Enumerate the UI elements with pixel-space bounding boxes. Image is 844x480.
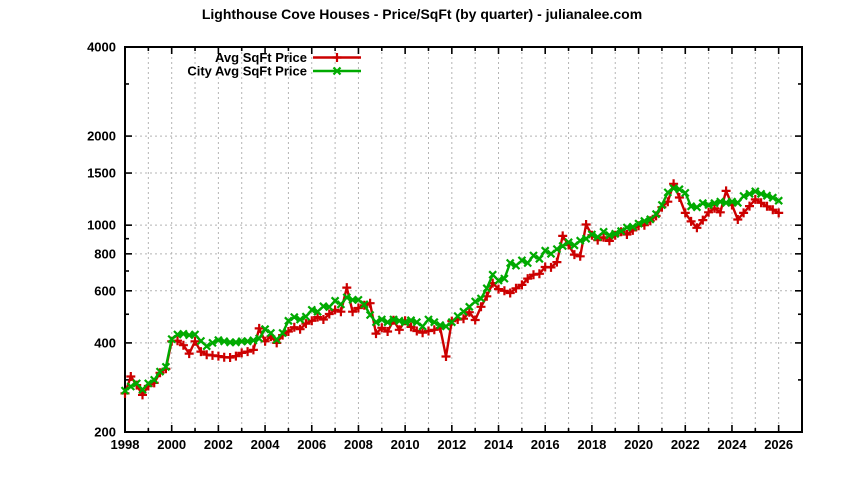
legend-sample-2	[313, 66, 361, 76]
plot-border	[124, 46, 803, 433]
legend-sample-1	[313, 53, 361, 62]
y-tick-label: 600	[94, 283, 116, 298]
x-tick-label: 2000	[157, 437, 186, 452]
x-tick-label: 2024	[718, 437, 748, 452]
x-tick-label: 2008	[344, 437, 373, 452]
y-tick-label: 400	[94, 335, 116, 350]
legend-label-2: City Avg SqFt Price	[187, 64, 307, 79]
x-tick-label: 2002	[204, 437, 233, 452]
x-tick-label: 2022	[671, 437, 700, 452]
x-tick-label: 2010	[391, 437, 420, 452]
y-tick-label: 2000	[87, 129, 116, 144]
series-markers	[120, 179, 784, 400]
x-tick-label: 2016	[531, 437, 560, 452]
x-tick-label: 2014	[484, 437, 514, 452]
y-tick-label: 1000	[87, 218, 116, 233]
y-tick-label: 200	[94, 425, 116, 440]
x-tick-label: 2012	[437, 437, 466, 452]
x-tick-label: 2006	[297, 437, 326, 452]
chart-title: Lighthouse Cove Houses - Price/SqFt (by …	[201, 6, 643, 22]
gridlines	[125, 47, 802, 432]
x-tick-label: 1998	[111, 437, 140, 452]
legend-label-1: Avg SqFt Price	[215, 50, 307, 65]
series-markers	[120, 184, 783, 395]
y-tick-label: 4000	[87, 40, 116, 55]
x-tick-label: 2018	[577, 437, 606, 452]
x-tick-label: 2026	[764, 437, 793, 452]
x-tick-label: 2020	[624, 437, 653, 452]
x-tick-label: 2004	[251, 437, 281, 452]
series-city-avg-sqft-price	[120, 184, 783, 395]
y-tick-label: 800	[94, 246, 116, 261]
y-tick-label: 1500	[87, 166, 116, 181]
tick-labels: 200 400 600 800 1000 1500 2000 4000 1998 2000 2002…	[87, 40, 793, 453]
